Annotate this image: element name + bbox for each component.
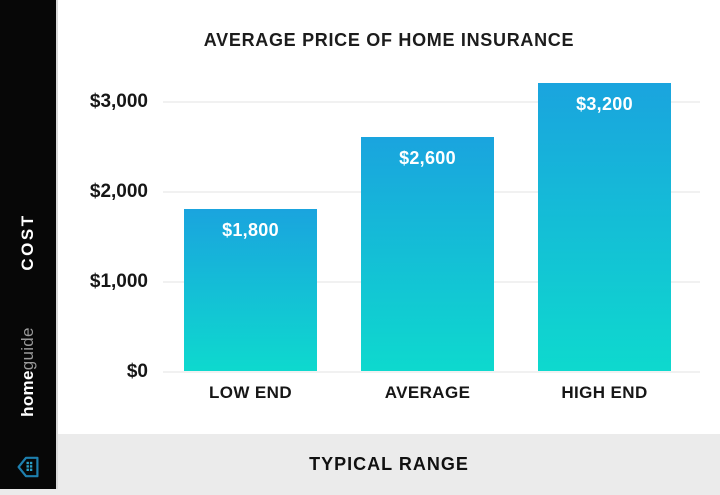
bar-value-label: $3,200 (576, 94, 633, 114)
wordmark-guide: guide (18, 327, 37, 371)
bar-value-label: $1,800 (222, 220, 279, 240)
y-tick-label-3000: $3,000 (89, 91, 148, 112)
y-axis-title: COST (18, 213, 37, 271)
x-category-label-3: HIGH END (561, 383, 648, 402)
y-tick-label-2000: $2,000 (89, 181, 148, 202)
x-category-label-2: AVERAGE (384, 383, 471, 402)
bar-low-end: $1,800 (184, 209, 317, 371)
homeguide-house-icon (16, 455, 40, 479)
y-tick-label-1000: $1,000 (89, 271, 148, 292)
bar-value-label: $2,600 (399, 148, 456, 168)
bar-high-end: $3,200 (538, 83, 671, 371)
gridline-3000 (163, 101, 700, 103)
chart-title: AVERAGE PRICE OF HOME INSURANCE (203, 30, 575, 50)
y-tick-label-0: $0 (126, 361, 148, 382)
wordmark-home: home (18, 370, 37, 417)
x-category-label-1: LOW END (208, 383, 293, 402)
typical-range-band: TYPICAL RANGE (0, 434, 720, 495)
bar-average: $2,600 (361, 137, 494, 371)
sidebar: COST homeguide (0, 0, 58, 489)
x-axis-group-label: TYPICAL RANGE (309, 454, 469, 474)
gridline-0 (163, 371, 700, 373)
homeguide-wordmark: homeguide (18, 327, 38, 417)
